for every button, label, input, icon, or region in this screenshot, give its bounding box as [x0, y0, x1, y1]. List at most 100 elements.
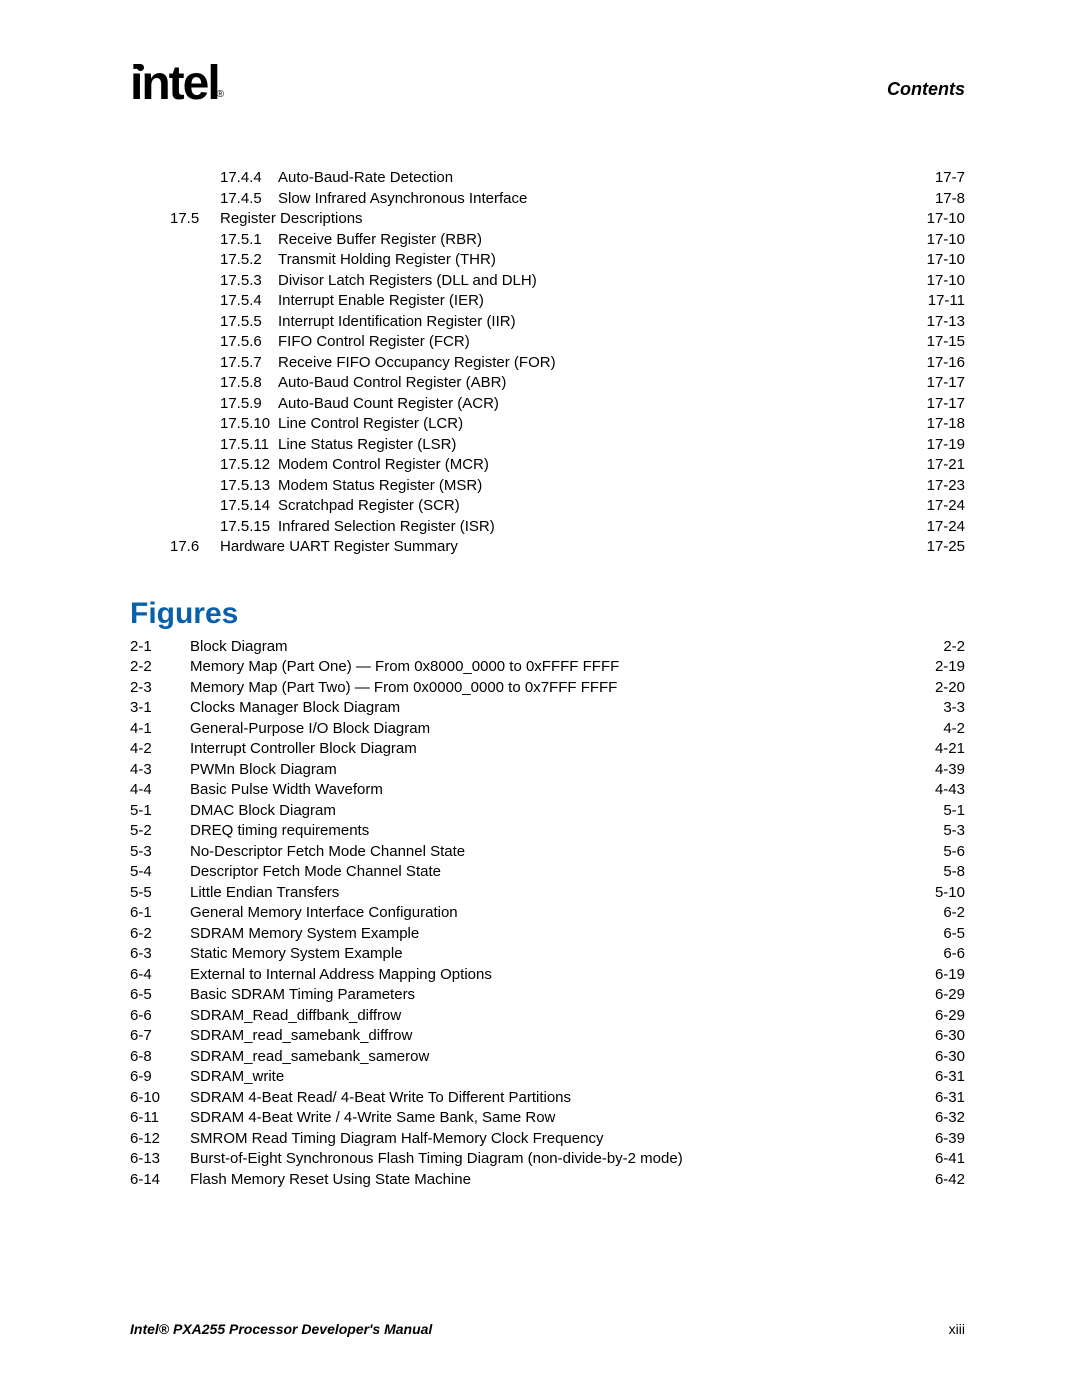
toc-section-upper: 17.4.4Auto-Baud-Rate Detection17-717.4.5…: [130, 168, 965, 557]
figure-label: Block Diagram: [190, 637, 288, 657]
figure-row: 5-1DMAC Block Diagram5-1: [130, 801, 965, 821]
figure-row: 2-1Block Diagram2-2: [130, 637, 965, 657]
figure-page: 4-21: [935, 739, 965, 759]
intel-logo: intel®: [130, 60, 224, 108]
toc-label: Line Status Register (LSR): [278, 435, 456, 455]
toc-page: 17-10: [927, 271, 965, 291]
toc-number: 17.5.11: [130, 435, 278, 455]
toc-row: 17.6Hardware UART Register Summary17-25: [130, 537, 965, 557]
figure-number: 6-7: [130, 1026, 190, 1046]
toc-page: 17-8: [935, 189, 965, 209]
figure-label: SDRAM_Read_diffbank_diffrow: [190, 1006, 401, 1026]
figure-row: 6-6SDRAM_Read_diffbank_diffrow6-29: [130, 1006, 965, 1026]
toc-label: Line Control Register (LCR): [278, 414, 463, 434]
figure-number: 6-4: [130, 965, 190, 985]
figure-number: 6-12: [130, 1129, 190, 1149]
toc-page: 17-25: [927, 537, 965, 557]
figure-row: 6-1General Memory Interface Configuratio…: [130, 903, 965, 923]
toc-row: 17.5.14Scratchpad Register (SCR)17-24: [130, 496, 965, 516]
toc-page: 17-21: [927, 455, 965, 475]
manual-title: Intel® PXA255 Processor Developer's Manu…: [130, 1321, 432, 1337]
figure-number: 2-1: [130, 637, 190, 657]
toc-row: 17.5.5Interrupt Identification Register …: [130, 312, 965, 332]
figure-page: 6-19: [935, 965, 965, 985]
toc-row: 17.5.12Modem Control Register (MCR)17-21: [130, 455, 965, 475]
figure-label: General Memory Interface Configuration: [190, 903, 458, 923]
figure-label: Burst-of-Eight Synchronous Flash Timing …: [190, 1149, 683, 1169]
figure-label: No-Descriptor Fetch Mode Channel State: [190, 842, 465, 862]
figure-row: 5-4Descriptor Fetch Mode Channel State5-…: [130, 862, 965, 882]
toc-row: 17.4.4Auto-Baud-Rate Detection17-7: [130, 168, 965, 188]
toc-row: 17.5.15Infrared Selection Register (ISR)…: [130, 517, 965, 537]
document-page: intel® Contents 17.4.4Auto-Baud-Rate Det…: [0, 0, 1080, 1269]
figure-page: 6-30: [935, 1047, 965, 1067]
figure-page: 6-29: [935, 985, 965, 1005]
toc-row: 17.5.3Divisor Latch Registers (DLL and D…: [130, 271, 965, 291]
toc-label: Modem Control Register (MCR): [278, 455, 489, 475]
toc-label: Interrupt Enable Register (IER): [278, 291, 484, 311]
toc-label: Slow Infrared Asynchronous Interface: [278, 189, 527, 209]
figure-number: 5-1: [130, 801, 190, 821]
figure-page: 5-3: [943, 821, 965, 841]
figure-row: 6-3Static Memory System Example6-6: [130, 944, 965, 964]
figure-number: 5-3: [130, 842, 190, 862]
toc-row: 17.4.5Slow Infrared Asynchronous Interfa…: [130, 189, 965, 209]
figure-label: External to Internal Address Mapping Opt…: [190, 965, 492, 985]
figure-number: 6-10: [130, 1088, 190, 1108]
toc-page: 17-10: [927, 209, 965, 229]
figure-page: 6-30: [935, 1026, 965, 1046]
toc-row: 17.5Register Descriptions17-10: [130, 209, 965, 229]
toc-number: 17.4.5: [130, 189, 278, 209]
figures-heading: Figures: [130, 597, 965, 631]
figure-number: 6-13: [130, 1149, 190, 1169]
figure-page: 4-43: [935, 780, 965, 800]
figure-row: 5-5Little Endian Transfers5-10: [130, 883, 965, 903]
figure-row: 4-4Basic Pulse Width Waveform4-43: [130, 780, 965, 800]
page-header: intel® Contents: [130, 60, 965, 108]
figure-row: 6-9SDRAM_write6-31: [130, 1067, 965, 1087]
toc-number: 17.5.1: [130, 230, 278, 250]
toc-label: Infrared Selection Register (ISR): [278, 517, 495, 537]
figure-number: 5-2: [130, 821, 190, 841]
toc-number: 17.5: [130, 209, 220, 229]
contents-label: Contents: [887, 79, 965, 108]
figure-number: 2-2: [130, 657, 190, 677]
figure-row: 5-2DREQ timing requirements5-3: [130, 821, 965, 841]
toc-number: 17.5.6: [130, 332, 278, 352]
toc-label: Divisor Latch Registers (DLL and DLH): [278, 271, 537, 291]
figure-row: 4-2Interrupt Controller Block Diagram4-2…: [130, 739, 965, 759]
toc-label: Interrupt Identification Register (IIR): [278, 312, 516, 332]
page-footer: Intel® PXA255 Processor Developer's Manu…: [130, 1321, 965, 1337]
toc-label: Auto-Baud Count Register (ACR): [278, 394, 499, 414]
toc-number: 17.4.4: [130, 168, 278, 188]
toc-page: 17-24: [927, 496, 965, 516]
toc-page: 17-17: [927, 373, 965, 393]
figure-number: 6-6: [130, 1006, 190, 1026]
figure-row: 6-13Burst-of-Eight Synchronous Flash Tim…: [130, 1149, 965, 1169]
figure-number: 3-1: [130, 698, 190, 718]
registered-mark: ®: [217, 89, 222, 100]
figure-page: 4-2: [943, 719, 965, 739]
figure-row: 6-12SMROM Read Timing Diagram Half-Memor…: [130, 1129, 965, 1149]
toc-number: 17.5.8: [130, 373, 278, 393]
figure-page: 4-39: [935, 760, 965, 780]
figure-number: 6-8: [130, 1047, 190, 1067]
figure-label: SDRAM 4-Beat Write / 4-Write Same Bank, …: [190, 1108, 555, 1128]
figure-row: 4-3PWMn Block Diagram4-39: [130, 760, 965, 780]
toc-number: 17.5.2: [130, 250, 278, 270]
figure-page: 5-8: [943, 862, 965, 882]
figure-label: Interrupt Controller Block Diagram: [190, 739, 417, 759]
figure-page: 5-6: [943, 842, 965, 862]
figure-label: General-Purpose I/O Block Diagram: [190, 719, 430, 739]
figure-number: 6-3: [130, 944, 190, 964]
toc-label: FIFO Control Register (FCR): [278, 332, 470, 352]
figure-row: 4-1General-Purpose I/O Block Diagram4-2: [130, 719, 965, 739]
toc-page: 17-23: [927, 476, 965, 496]
figure-label: Descriptor Fetch Mode Channel State: [190, 862, 441, 882]
toc-number: 17.5.9: [130, 394, 278, 414]
figure-row: 6-8SDRAM_read_samebank_samerow6-30: [130, 1047, 965, 1067]
figure-label: Static Memory System Example: [190, 944, 403, 964]
toc-row: 17.5.10Line Control Register (LCR)17-18: [130, 414, 965, 434]
toc-page: 17-19: [927, 435, 965, 455]
toc-page: 17-17: [927, 394, 965, 414]
